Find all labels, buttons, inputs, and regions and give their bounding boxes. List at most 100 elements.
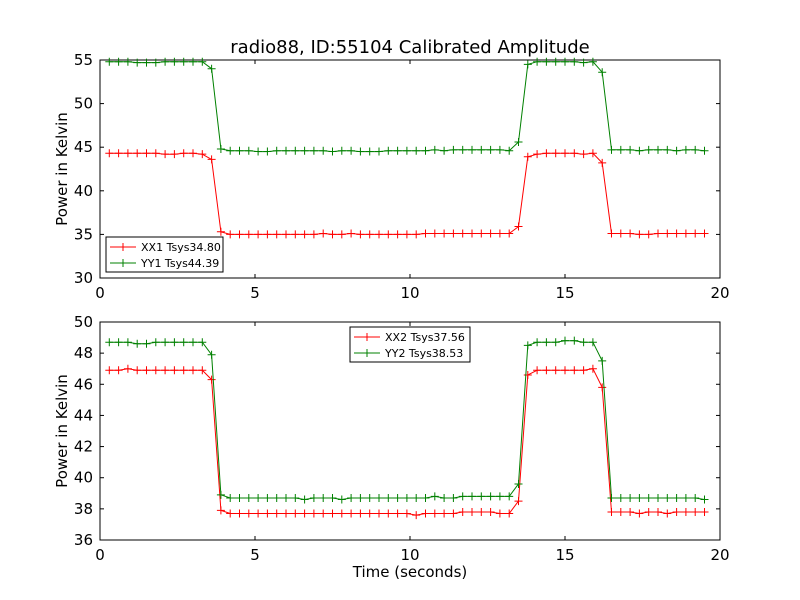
data-point-marker xyxy=(328,509,337,518)
data-point-marker xyxy=(356,509,365,518)
data-point-marker xyxy=(309,493,318,502)
data-point-marker xyxy=(375,493,383,502)
data-point-marker xyxy=(300,146,309,155)
data-point-marker xyxy=(207,64,216,73)
data-point-marker xyxy=(365,493,374,502)
data-point-marker xyxy=(523,152,532,161)
data-point-marker xyxy=(300,495,309,504)
data-point-marker xyxy=(198,366,207,375)
y-tick-label: 55 xyxy=(74,51,93,69)
data-point-marker xyxy=(468,229,476,238)
data-point-marker xyxy=(495,509,504,518)
data-point-marker xyxy=(384,230,393,239)
data-point-marker xyxy=(114,338,123,347)
data-point-marker xyxy=(347,493,356,502)
series-line xyxy=(109,340,705,501)
data-point-marker xyxy=(170,57,179,66)
data-point-marker xyxy=(216,144,225,153)
data-point-marker xyxy=(635,230,644,239)
data-point-marker xyxy=(449,493,458,502)
y-axis-label: Power in Kelvin xyxy=(53,374,71,488)
data-point-marker xyxy=(449,145,458,154)
data-point-marker xyxy=(579,366,588,375)
data-point-marker xyxy=(458,145,467,154)
data-point-marker xyxy=(254,147,263,156)
series-line xyxy=(109,61,705,153)
data-point-marker xyxy=(282,230,290,239)
data-point-marker xyxy=(133,58,142,67)
data-point-marker xyxy=(588,149,597,158)
data-point-marker xyxy=(579,338,588,347)
data-point-marker xyxy=(598,68,607,77)
data-point-marker xyxy=(365,147,374,156)
data-point-marker xyxy=(151,58,160,67)
y-tick-label: 46 xyxy=(74,375,93,393)
data-point-marker xyxy=(635,493,644,502)
data-point-marker xyxy=(105,338,114,347)
data-point-marker xyxy=(430,145,439,154)
y-tick-label: 44 xyxy=(74,406,93,424)
legend-label: XX2 Tsys37.56 xyxy=(385,331,465,344)
bottom-chart: 0 5 10 15 20 36 38 40 42 44 46 48 50 Power in Kelvin T… xyxy=(53,313,730,581)
data-point-marker xyxy=(644,493,653,502)
data-point-marker xyxy=(588,364,597,373)
data-point-marker xyxy=(300,509,309,518)
data-point-marker xyxy=(189,366,197,375)
data-point-marker xyxy=(300,230,309,239)
data-point-marker xyxy=(375,147,383,156)
y-tick-label: 40 xyxy=(74,469,93,487)
data-point-marker xyxy=(523,341,532,350)
data-point-marker xyxy=(533,338,542,347)
data-point-marker xyxy=(626,145,635,154)
x-axis-label: Time (seconds) xyxy=(352,563,468,581)
data-point-marker xyxy=(607,229,616,238)
data-point-marker xyxy=(328,147,337,156)
data-point-marker xyxy=(142,58,151,67)
data-point-marker xyxy=(588,338,597,347)
data-point-marker xyxy=(105,366,114,375)
data-point-marker xyxy=(700,146,709,155)
data-point-marker xyxy=(123,57,132,66)
data-point-marker xyxy=(133,366,142,375)
data-point-marker xyxy=(263,147,272,156)
data-point-marker xyxy=(309,146,318,155)
x-tick-label: 0 xyxy=(95,284,105,302)
data-point-marker xyxy=(384,493,393,502)
data-point-marker xyxy=(551,338,560,347)
data-point-marker xyxy=(579,150,588,159)
data-point-marker xyxy=(681,507,690,516)
data-point-marker xyxy=(495,229,504,238)
data-point-marker xyxy=(309,230,318,239)
data-point-marker xyxy=(179,366,188,375)
y-tick-label: 42 xyxy=(74,438,93,456)
data-point-marker xyxy=(663,145,672,154)
data-point-marker xyxy=(486,145,495,154)
legend-swatch-marker xyxy=(119,243,127,251)
data-point-marker xyxy=(626,507,635,516)
data-point-marker xyxy=(114,366,123,375)
x-tick-label: 10 xyxy=(400,546,419,564)
data-point-marker xyxy=(449,509,458,518)
data-point-marker xyxy=(161,338,170,347)
data-point-marker xyxy=(505,146,514,155)
data-point-marker xyxy=(700,495,709,504)
data-point-marker xyxy=(393,230,402,239)
data-point-marker xyxy=(216,227,225,236)
x-tick-label: 5 xyxy=(250,284,260,302)
data-point-marker xyxy=(375,509,383,518)
data-point-marker xyxy=(514,497,523,506)
data-point-marker xyxy=(402,509,411,518)
data-point-marker xyxy=(654,145,662,154)
data-point-marker xyxy=(672,146,681,155)
data-point-marker xyxy=(161,366,170,375)
data-point-marker xyxy=(654,229,662,238)
legend-box xyxy=(349,326,471,363)
series-line xyxy=(109,152,705,235)
data-point-marker xyxy=(700,507,709,516)
data-point-marker xyxy=(337,495,346,504)
y-tick-label: 50 xyxy=(74,95,93,113)
data-point-marker xyxy=(282,493,290,502)
data-point-marker xyxy=(244,493,253,502)
data-point-marker xyxy=(412,146,421,155)
